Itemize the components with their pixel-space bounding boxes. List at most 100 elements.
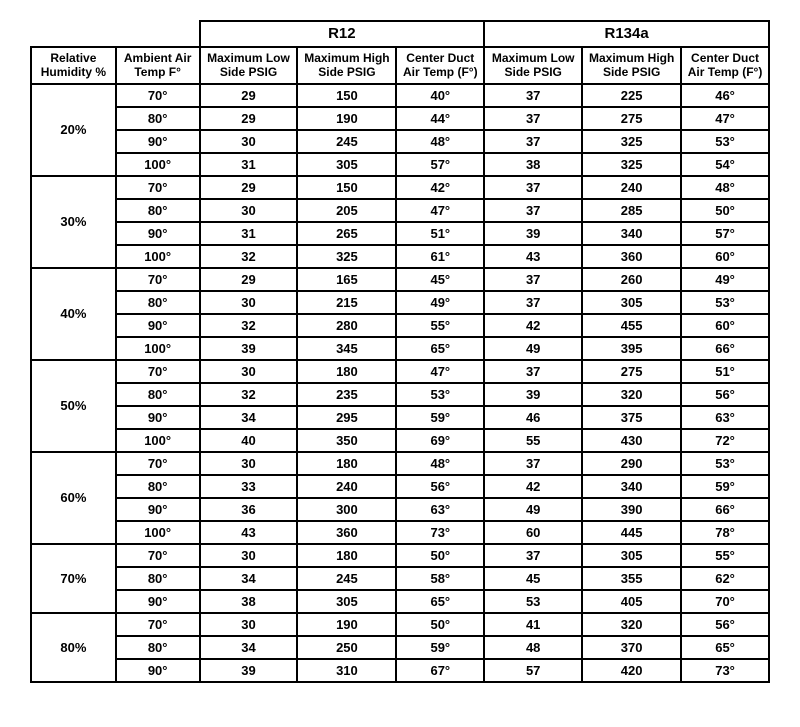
r134a-high-cell: 375 (582, 406, 681, 429)
table-row: 80°3324056°4234059° (31, 475, 769, 498)
r12-duct-cell: 47° (396, 199, 484, 222)
r12-low-cell: 30 (200, 199, 298, 222)
r12-duct-cell: 61° (396, 245, 484, 268)
table-row: 70%70°3018050°3730555° (31, 544, 769, 567)
r134a-duct-cell: 66° (681, 337, 769, 360)
table-row: 90°3228055°4245560° (31, 314, 769, 337)
r12-duct-cell: 51° (396, 222, 484, 245)
r134a-duct-cell: 59° (681, 475, 769, 498)
col-r12-duct: Center Duct Air Temp (F°) (396, 47, 484, 84)
r134a-high-cell: 320 (582, 613, 681, 636)
table-row: 30%70°2915042°3724048° (31, 176, 769, 199)
r134a-high-cell: 395 (582, 337, 681, 360)
r12-high-cell: 235 (297, 383, 396, 406)
r134a-high-cell: 340 (582, 222, 681, 245)
r134a-low-cell: 37 (484, 452, 582, 475)
r134a-high-cell: 340 (582, 475, 681, 498)
r12-duct-cell: 69° (396, 429, 484, 452)
ambient-cell: 100° (116, 153, 200, 176)
r12-low-cell: 32 (200, 245, 298, 268)
r134a-low-cell: 60 (484, 521, 582, 544)
r12-low-cell: 30 (200, 291, 298, 314)
col-r134a-high: Maximum High Side PSIG (582, 47, 681, 84)
ambient-cell: 100° (116, 429, 200, 452)
table-row: 80°3425059°4837065° (31, 636, 769, 659)
r12-duct-cell: 53° (396, 383, 484, 406)
humidity-cell: 30% (31, 176, 116, 268)
ambient-cell: 90° (116, 130, 200, 153)
r12-low-cell: 30 (200, 360, 298, 383)
r134a-high-cell: 325 (582, 130, 681, 153)
r12-duct-cell: 48° (396, 130, 484, 153)
r134a-high-cell: 420 (582, 659, 681, 682)
r12-duct-cell: 55° (396, 314, 484, 337)
r134a-high-cell: 360 (582, 245, 681, 268)
r12-high-cell: 265 (297, 222, 396, 245)
r134a-high-cell: 430 (582, 429, 681, 452)
group-header-r12: R12 (200, 21, 485, 47)
ambient-cell: 90° (116, 222, 200, 245)
ambient-cell: 80° (116, 383, 200, 406)
r12-duct-cell: 42° (396, 176, 484, 199)
r12-duct-cell: 58° (396, 567, 484, 590)
r134a-duct-cell: 70° (681, 590, 769, 613)
col-r12-high: Maximum High Side PSIG (297, 47, 396, 84)
table-row: 100°3934565°4939566° (31, 337, 769, 360)
table-row: 90°3429559°4637563° (31, 406, 769, 429)
r134a-low-cell: 53 (484, 590, 582, 613)
r12-low-cell: 29 (200, 176, 298, 199)
r134a-low-cell: 57 (484, 659, 582, 682)
r134a-low-cell: 39 (484, 383, 582, 406)
r134a-duct-cell: 56° (681, 383, 769, 406)
r134a-high-cell: 355 (582, 567, 681, 590)
r12-high-cell: 280 (297, 314, 396, 337)
r12-low-cell: 43 (200, 521, 298, 544)
table-row: 60%70°3018048°3729053° (31, 452, 769, 475)
r12-low-cell: 30 (200, 452, 298, 475)
table-header: R12 R134a Relative Humidity % Ambient Ai… (31, 21, 769, 84)
r134a-low-cell: 37 (484, 544, 582, 567)
r12-high-cell: 180 (297, 360, 396, 383)
r12-high-cell: 245 (297, 130, 396, 153)
r134a-duct-cell: 65° (681, 636, 769, 659)
r12-high-cell: 250 (297, 636, 396, 659)
ambient-cell: 80° (116, 475, 200, 498)
r134a-high-cell: 275 (582, 360, 681, 383)
r134a-low-cell: 55 (484, 429, 582, 452)
ambient-cell: 90° (116, 314, 200, 337)
r12-high-cell: 165 (297, 268, 396, 291)
table-row: 90°3931067°5742073° (31, 659, 769, 682)
r134a-high-cell: 455 (582, 314, 681, 337)
r12-high-cell: 350 (297, 429, 396, 452)
r134a-low-cell: 49 (484, 498, 582, 521)
col-r12-low: Maximum Low Side PSIG (200, 47, 298, 84)
r134a-high-cell: 370 (582, 636, 681, 659)
r12-low-cell: 36 (200, 498, 298, 521)
r134a-low-cell: 37 (484, 268, 582, 291)
r12-duct-cell: 65° (396, 337, 484, 360)
table-row: 20%70°2915040°3722546° (31, 84, 769, 107)
r134a-low-cell: 42 (484, 475, 582, 498)
r12-high-cell: 180 (297, 544, 396, 567)
r134a-duct-cell: 60° (681, 245, 769, 268)
col-ambient: Ambient Air Temp F° (116, 47, 200, 84)
r12-high-cell: 180 (297, 452, 396, 475)
r134a-high-cell: 225 (582, 84, 681, 107)
ambient-cell: 100° (116, 521, 200, 544)
ambient-cell: 70° (116, 544, 200, 567)
r134a-high-cell: 305 (582, 544, 681, 567)
r12-low-cell: 30 (200, 130, 298, 153)
humidity-cell: 50% (31, 360, 116, 452)
r12-low-cell: 40 (200, 429, 298, 452)
ambient-cell: 80° (116, 199, 200, 222)
r134a-duct-cell: 47° (681, 107, 769, 130)
r12-high-cell: 300 (297, 498, 396, 521)
r134a-low-cell: 48 (484, 636, 582, 659)
ambient-cell: 90° (116, 498, 200, 521)
ambient-cell: 100° (116, 337, 200, 360)
r12-duct-cell: 50° (396, 544, 484, 567)
r12-high-cell: 190 (297, 613, 396, 636)
ambient-cell: 80° (116, 567, 200, 590)
r134a-duct-cell: 56° (681, 613, 769, 636)
r134a-low-cell: 42 (484, 314, 582, 337)
